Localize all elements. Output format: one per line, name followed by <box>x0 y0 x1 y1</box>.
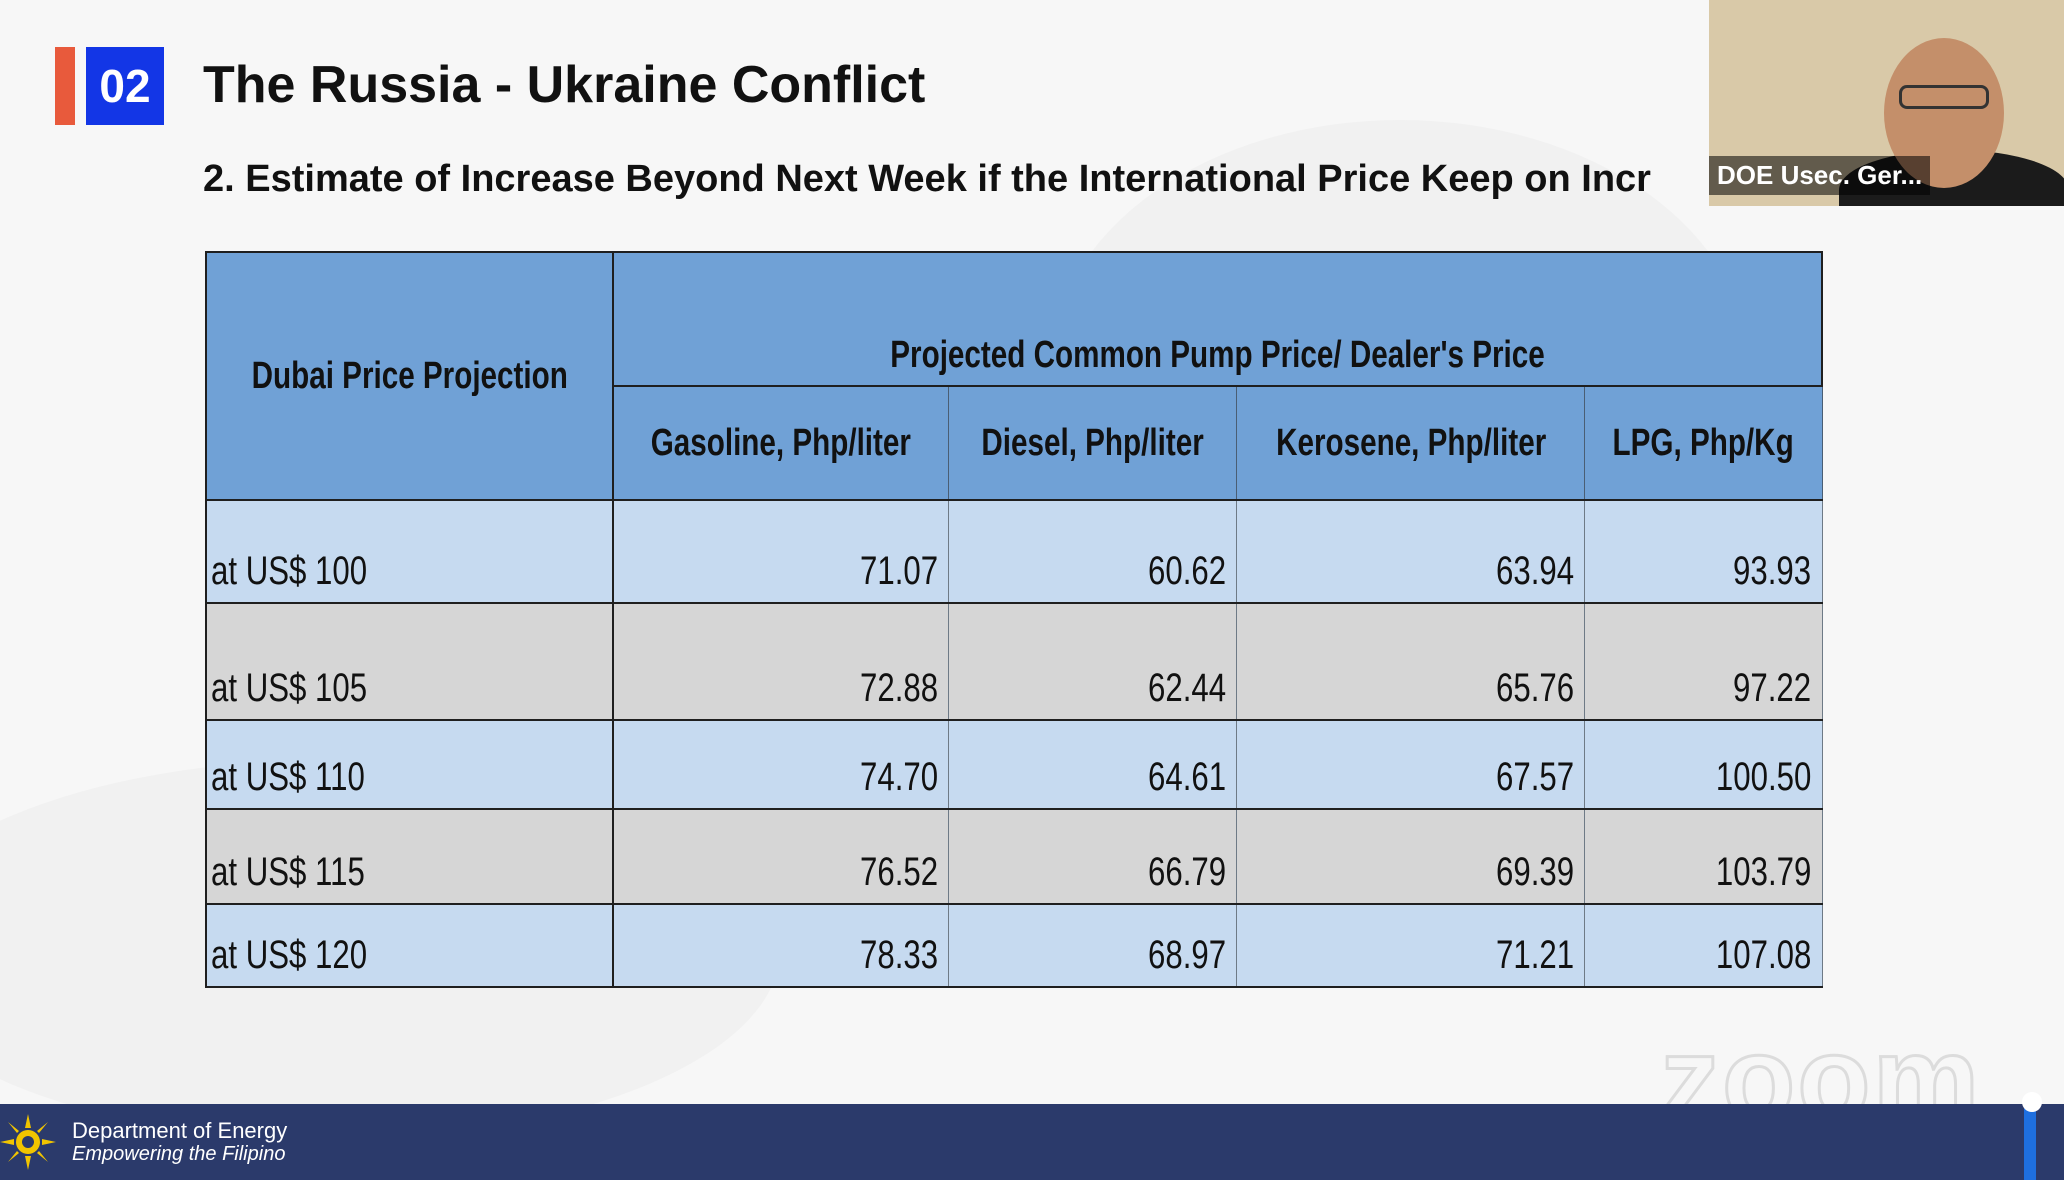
cell-value: 66.79 <box>1148 850 1227 894</box>
table-row: at US$ 100 71.07 60.62 63.94 93.93 <box>204 499 1823 604</box>
section-number-badge: 02 <box>86 47 164 125</box>
cell-value: 64.61 <box>1148 755 1227 799</box>
price-projection-table: Dubai Price Projection Projected Common … <box>204 251 1823 988</box>
value-cell: 67.57 <box>1236 719 1586 810</box>
value-cell: 78.33 <box>612 903 950 988</box>
value-cell: 64.61 <box>948 719 1238 810</box>
column-header: LPG, Php/Kg <box>1584 385 1823 501</box>
cell-value: 107.08 <box>1716 933 1812 977</box>
cell-value: 103.79 <box>1716 850 1812 894</box>
row-label-cell: at US$ 110 <box>204 719 615 810</box>
cell-value: 65.76 <box>1496 666 1575 710</box>
cell-value: 97.22 <box>1733 666 1812 710</box>
cell-value: 60.62 <box>1148 549 1227 593</box>
row-label: at US$ 105 <box>211 666 368 710</box>
cell-value: 69.39 <box>1496 850 1575 894</box>
value-cell: 68.97 <box>948 903 1238 988</box>
column-header-label: LPG, Php/Kg <box>1612 421 1794 464</box>
cell-value: 100.50 <box>1716 755 1812 799</box>
cell-value: 72.88 <box>860 666 939 710</box>
row-label: at US$ 100 <box>211 549 368 593</box>
value-cell: 100.50 <box>1584 719 1823 810</box>
cell-value: 74.70 <box>860 755 939 799</box>
column-header: Kerosene, Php/liter <box>1236 385 1586 501</box>
section-accent-bar <box>55 47 75 125</box>
value-cell: 93.93 <box>1584 499 1823 604</box>
participant-glasses <box>1899 85 1989 109</box>
share-scroll-indicator[interactable] <box>2024 1104 2036 1180</box>
page-title: The Russia - Ukraine Conflict <box>203 56 926 114</box>
value-cell: 71.21 <box>1236 903 1586 988</box>
row-label-cell: at US$ 100 <box>204 499 615 604</box>
footer-tagline: Empowering the Filipino <box>72 1143 286 1166</box>
row-label: at US$ 120 <box>211 933 368 977</box>
cell-value: 78.33 <box>860 933 939 977</box>
value-cell: 71.07 <box>612 499 950 604</box>
table-row: at US$ 110 74.70 64.61 67.57 100.50 <box>204 719 1823 810</box>
cell-value: 67.57 <box>1496 755 1575 799</box>
table-row: at US$ 115 76.52 66.79 69.39 103.79 <box>204 808 1823 905</box>
cell-value: 68.97 <box>1148 933 1227 977</box>
value-cell: 60.62 <box>948 499 1238 604</box>
value-cell: 76.52 <box>612 808 950 905</box>
value-cell: 62.44 <box>948 602 1238 721</box>
value-cell: 107.08 <box>1584 903 1823 988</box>
footer-org-name: Department of Energy <box>72 1117 288 1143</box>
participant-name-label: DOE Usec. Ger... <box>1709 156 1931 195</box>
value-cell: 74.70 <box>612 719 950 810</box>
row-header-label: Dubai Price Projection <box>251 354 568 397</box>
table-row: at US$ 120 78.33 68.97 71.21 107.08 <box>204 903 1823 988</box>
cell-value: 62.44 <box>1148 666 1227 710</box>
column-header: Gasoline, Php/liter <box>612 385 950 501</box>
column-header: Diesel, Php/liter <box>948 385 1238 501</box>
participant-video-tile[interactable]: DOE Usec. Ger... <box>1709 0 2064 206</box>
row-label: at US$ 115 <box>211 850 365 894</box>
value-cell: 66.79 <box>948 808 1238 905</box>
value-cell: 69.39 <box>1236 808 1586 905</box>
row-label-cell: at US$ 105 <box>204 602 615 721</box>
cell-value: 76.52 <box>860 850 939 894</box>
value-cell: 103.79 <box>1584 808 1823 905</box>
slide-footer: Department of Energy Empowering the Fili… <box>0 1104 2064 1180</box>
doe-sun-logo-icon <box>0 1114 56 1170</box>
slide-subtitle: 2. Estimate of Increase Beyond Next Week… <box>203 158 1651 200</box>
group-header-label: Projected Common Pump Price/ Dealer's Pr… <box>890 334 1545 376</box>
cell-value: 71.07 <box>860 549 939 593</box>
cell-value: 63.94 <box>1496 549 1575 593</box>
row-label-cell: at US$ 120 <box>204 903 615 988</box>
column-header-label: Gasoline, Php/liter <box>651 421 912 464</box>
table-row: at US$ 105 72.88 62.44 65.76 97.22 <box>204 602 1823 721</box>
value-cell: 72.88 <box>612 602 950 721</box>
cell-value: 71.21 <box>1496 933 1575 977</box>
row-header-cell: Dubai Price Projection <box>204 251 615 501</box>
value-cell: 97.22 <box>1584 602 1823 721</box>
group-header-cell: Projected Common Pump Price/ Dealer's Pr… <box>612 251 1823 387</box>
cell-value: 93.93 <box>1733 549 1812 593</box>
value-cell: 65.76 <box>1236 602 1586 721</box>
column-header-label: Kerosene, Php/liter <box>1275 421 1546 464</box>
row-label: at US$ 110 <box>211 755 365 799</box>
row-label-cell: at US$ 115 <box>204 808 615 905</box>
share-scroll-handle[interactable] <box>2022 1092 2042 1112</box>
value-cell: 63.94 <box>1236 499 1586 604</box>
column-header-label: Diesel, Php/liter <box>981 421 1204 464</box>
footer-text-block: Department of Energy Empowering the Fili… <box>72 1117 288 1166</box>
